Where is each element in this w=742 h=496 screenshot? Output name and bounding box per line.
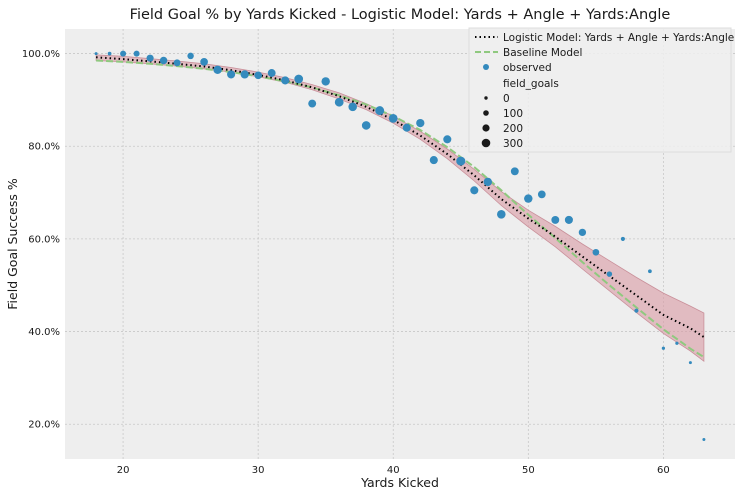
legend-model-label: Logistic Model: Yards + Angle + Yards:An… — [503, 32, 734, 44]
observed-points — [94, 50, 706, 441]
legend: Logistic Model: Yards + Angle + Yards:An… — [468, 27, 734, 153]
model-lines — [96, 56, 705, 358]
observed-point-18 — [334, 97, 344, 107]
observed-point-32 — [524, 194, 533, 203]
legend-size-title: field_goals — [503, 78, 559, 90]
x-tick-label-3: 50 — [522, 465, 535, 476]
y-tick-label-3: 80.0% — [28, 142, 60, 153]
observed-point-44 — [688, 361, 692, 365]
x-tick-label-2: 40 — [387, 465, 400, 476]
observed-point-28 — [470, 186, 479, 195]
y-axis-ticks: 20.0% 40.0% 60.0% 80.0% 100.0% — [22, 49, 60, 431]
baseline-model-line — [96, 59, 705, 358]
observed-point-20 — [361, 121, 371, 130]
observed-point-12 — [254, 71, 263, 80]
chart-title: Field Goal % by Yards Kicked - Logistic … — [130, 7, 671, 23]
observed-point-40 — [634, 308, 639, 313]
observed-point-4 — [146, 54, 154, 62]
observed-point-24 — [416, 118, 425, 128]
observed-point-21 — [375, 106, 385, 116]
observed-point-39 — [620, 236, 625, 241]
observed-point-31 — [510, 167, 519, 176]
legend-size-marker-300 — [481, 138, 491, 148]
legend-size-label-100: 100 — [503, 108, 523, 120]
observed-point-3 — [133, 50, 140, 57]
y-tick-label-1: 40.0% — [28, 327, 60, 338]
observed-point-34 — [551, 215, 560, 224]
observed-point-19 — [348, 102, 357, 112]
x-tick-label-0: 20 — [117, 465, 130, 476]
observed-point-9 — [213, 65, 222, 75]
legend-size-label-300: 300 — [503, 138, 523, 150]
logistic-model-line — [96, 56, 705, 338]
legend-frame — [468, 27, 732, 153]
observed-point-7 — [187, 52, 194, 60]
y-axis-label: Field Goal Success % — [5, 178, 20, 310]
observed-point-16 — [308, 99, 317, 108]
y-tick-label-0: 20.0% — [28, 420, 60, 431]
legend-size-marker-100 — [483, 110, 489, 116]
x-tick-label-4: 60 — [657, 465, 670, 476]
observed-point-41 — [648, 269, 652, 274]
observed-point-2 — [120, 50, 127, 57]
y-tick-label-2: 60.0% — [28, 234, 60, 245]
observed-point-36 — [578, 228, 587, 237]
observed-point-6 — [173, 59, 181, 67]
observed-point-33 — [537, 190, 546, 199]
legend-size-marker-0 — [484, 96, 488, 100]
observed-point-11 — [240, 70, 249, 79]
observed-point-14 — [281, 76, 290, 85]
observed-point-37 — [592, 248, 600, 256]
x-axis-ticks: 20 30 40 50 60 — [117, 465, 670, 476]
observed-point-38 — [606, 271, 613, 277]
legend-size-label-0: 0 — [503, 93, 510, 105]
observed-point-5 — [159, 56, 168, 65]
legend-observed-marker — [483, 64, 489, 70]
observed-point-1 — [107, 51, 112, 56]
observed-point-45 — [702, 438, 706, 441]
observed-point-13 — [267, 69, 276, 77]
observed-point-27 — [456, 156, 466, 166]
legend-size-label-200: 200 — [503, 123, 523, 135]
observed-point-15 — [294, 74, 304, 84]
observed-point-8 — [200, 58, 208, 66]
observed-point-42 — [661, 346, 666, 350]
legend-size-marker-200 — [482, 124, 490, 132]
y-tick-label-4: 100.0% — [22, 49, 60, 60]
observed-point-26 — [443, 135, 452, 144]
observed-point-35 — [564, 215, 573, 224]
x-tick-label-1: 30 — [252, 465, 265, 476]
observed-point-22 — [388, 114, 398, 123]
legend-observed-label: observed — [503, 62, 552, 74]
x-axis-label: Yards Kicked — [360, 475, 439, 490]
observed-point-23 — [402, 123, 411, 132]
observed-point-25 — [429, 156, 438, 165]
observed-point-0 — [94, 52, 98, 56]
observed-point-29 — [483, 177, 493, 187]
legend-baseline-label: Baseline Model — [503, 47, 582, 59]
observed-point-17 — [321, 77, 330, 86]
observed-point-10 — [227, 70, 236, 79]
observed-point-30 — [497, 210, 506, 219]
observed-point-43 — [675, 341, 679, 345]
